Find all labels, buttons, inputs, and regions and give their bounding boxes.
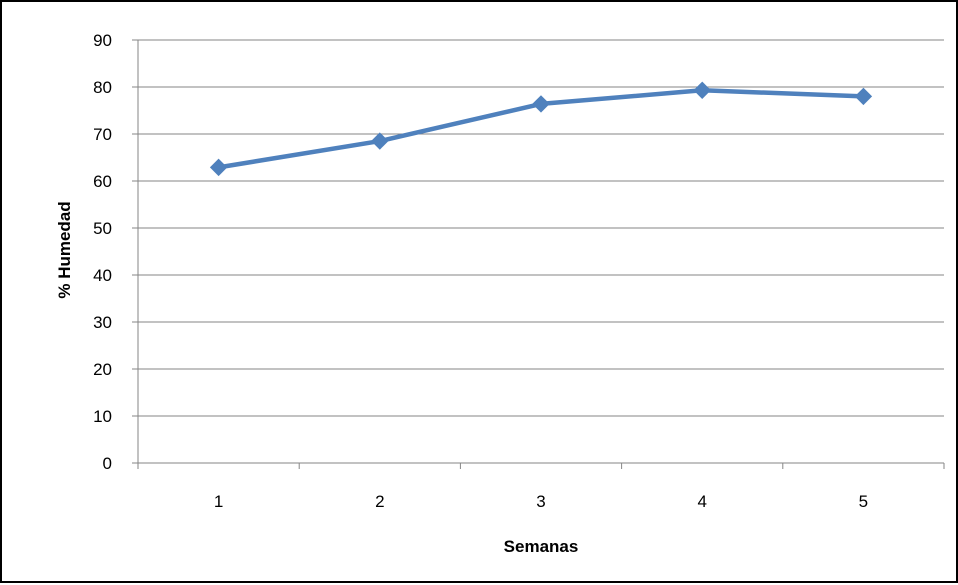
- axes: [132, 39, 945, 469]
- x-tick-labels: 1 2 3 4 5: [214, 492, 868, 511]
- x-tick-label: 2: [375, 492, 384, 511]
- y-tick-label: 30: [93, 313, 112, 332]
- y-axis-title: % Humedad: [55, 201, 74, 298]
- y-tick-label: 80: [93, 78, 112, 97]
- series-layer: [209, 81, 873, 177]
- x-tick-label: 5: [859, 492, 868, 511]
- y-tick-label: 10: [93, 407, 112, 426]
- y-tick-labels: 0 10 20 30 40 50 60 70 80 90: [93, 31, 112, 473]
- x-tick-label: 1: [214, 492, 223, 511]
- x-tick-label: 4: [697, 492, 706, 511]
- data-point-marker: [371, 132, 389, 150]
- data-point-marker: [209, 158, 228, 177]
- x-axis-title: Semanas: [504, 537, 579, 556]
- y-tick-label: 90: [93, 31, 112, 50]
- data-point-marker: [532, 95, 550, 113]
- y-tick-label: 60: [93, 172, 112, 191]
- y-tick-label: 0: [103, 454, 112, 473]
- data-point-marker: [854, 87, 873, 106]
- y-tick-label: 40: [93, 266, 112, 285]
- x-tick-label: 3: [536, 492, 545, 511]
- data-point-marker: [693, 81, 711, 99]
- gridlines: [138, 39, 944, 417]
- y-tick-label: 50: [93, 219, 112, 238]
- y-tick-label: 70: [93, 125, 112, 144]
- y-tick-label: 20: [93, 360, 112, 379]
